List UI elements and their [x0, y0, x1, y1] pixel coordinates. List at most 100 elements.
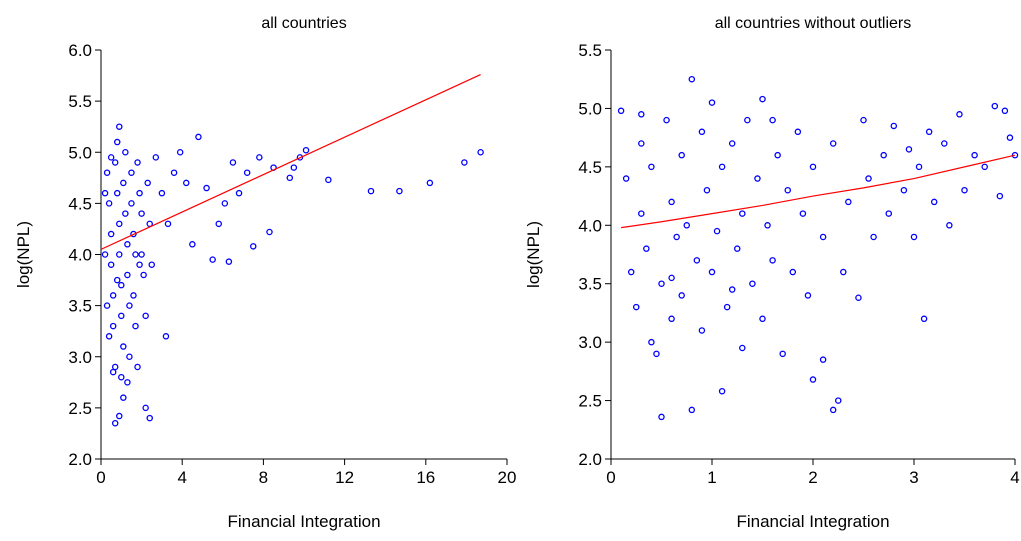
point — [195, 133, 202, 141]
point — [132, 251, 139, 258]
x-tick-label: 8 — [259, 468, 268, 487]
point — [120, 394, 127, 401]
point — [718, 387, 726, 395]
point — [111, 363, 119, 371]
point — [981, 163, 988, 171]
point — [925, 128, 933, 136]
point — [971, 151, 978, 159]
point — [477, 148, 484, 156]
point — [658, 280, 665, 287]
point — [784, 186, 792, 194]
point — [183, 179, 190, 187]
point — [855, 294, 862, 301]
point — [905, 146, 913, 153]
point — [845, 198, 852, 206]
point — [668, 198, 675, 206]
y-tick-label: 3.0 — [68, 348, 92, 367]
point — [118, 281, 125, 289]
point — [779, 350, 786, 358]
point — [148, 261, 155, 268]
point — [461, 159, 468, 166]
point — [658, 413, 665, 421]
point — [136, 189, 143, 197]
point — [638, 140, 645, 147]
point — [124, 271, 131, 279]
point — [648, 163, 655, 171]
point — [120, 179, 127, 187]
point — [865, 175, 872, 182]
point — [126, 302, 133, 309]
point — [683, 222, 691, 229]
y-tick-label: 5.0 — [68, 143, 92, 162]
point — [132, 322, 139, 330]
x-tick-label: 0 — [606, 468, 615, 487]
point — [809, 376, 817, 383]
point — [107, 230, 115, 238]
point — [728, 140, 736, 147]
y-tick-label: 4.0 — [578, 216, 602, 235]
point — [698, 327, 706, 334]
x-tick-label: 20 — [498, 468, 517, 487]
x-tick-label: 12 — [335, 468, 354, 487]
point — [235, 189, 243, 197]
point — [249, 243, 257, 250]
point — [688, 406, 696, 414]
point — [116, 220, 123, 228]
point — [996, 192, 1004, 200]
point — [107, 261, 115, 268]
point — [835, 397, 842, 404]
point — [290, 164, 298, 171]
point — [819, 233, 827, 241]
point — [663, 116, 670, 124]
point — [759, 315, 766, 323]
point — [799, 210, 807, 217]
point — [617, 107, 625, 115]
fit-line — [621, 154, 1016, 229]
point — [744, 116, 751, 124]
y-tick-label: 3.5 — [578, 275, 602, 294]
point — [915, 163, 923, 171]
point — [140, 271, 147, 279]
point — [128, 169, 135, 176]
point — [164, 220, 172, 228]
point — [643, 245, 650, 252]
point — [941, 140, 948, 147]
point — [703, 186, 711, 194]
point — [120, 343, 127, 350]
point — [116, 123, 123, 130]
point — [638, 111, 645, 118]
point — [1006, 134, 1014, 141]
point — [325, 176, 332, 184]
y-tick-label: 5.5 — [578, 41, 602, 60]
point — [930, 198, 938, 206]
point — [136, 261, 143, 268]
plot: all countries without outliers Financial … — [524, 15, 1020, 531]
point — [367, 187, 375, 195]
point — [880, 151, 887, 159]
point — [829, 140, 837, 147]
y-tick-label: 2.0 — [68, 450, 92, 469]
point — [678, 151, 685, 159]
point — [708, 99, 716, 106]
point — [118, 373, 125, 381]
point — [142, 404, 149, 412]
point — [130, 230, 137, 238]
point — [116, 412, 123, 420]
point — [116, 251, 123, 258]
point — [189, 241, 196, 248]
point — [860, 116, 867, 124]
point — [128, 200, 135, 207]
point — [221, 200, 229, 207]
point — [103, 169, 111, 176]
x-tick-label: 1 — [707, 468, 716, 487]
x-tick-label: 4 — [1010, 468, 1019, 487]
point — [138, 210, 145, 217]
x-tick-label: 0 — [96, 468, 105, 487]
x-tick-label: 4 — [177, 468, 186, 487]
point — [142, 312, 149, 320]
point — [739, 344, 746, 352]
point — [759, 95, 766, 103]
point — [840, 268, 847, 276]
point — [688, 75, 696, 83]
